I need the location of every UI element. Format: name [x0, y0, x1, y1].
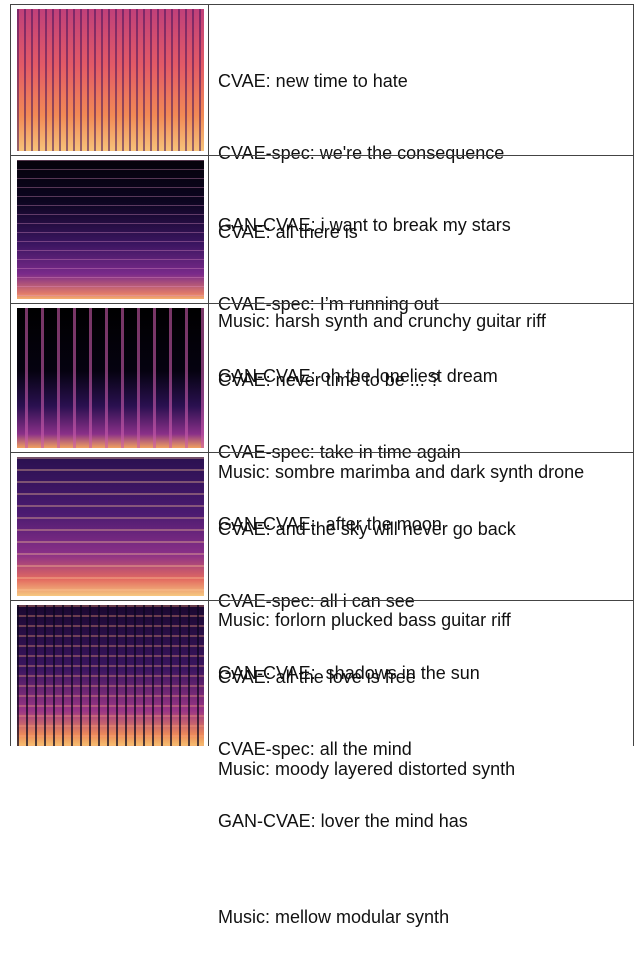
table-row: CVAE: and the sky will never go back CVA…: [10, 452, 634, 779]
image-cell: [11, 453, 209, 600]
lyric-line: CVAE-spec: I’m running out: [218, 294, 439, 314]
table-row: CVAE: all there is CVAE-spec: I’m runnin…: [10, 155, 634, 482]
lyric-line: CVAE: all the love is free: [218, 667, 416, 687]
lyric-line: GAN-CVAE: oh the loneliest dream: [218, 366, 498, 386]
music-line: Music: harsh synth and crunchy guitar ri…: [218, 311, 546, 331]
spectrogram: [17, 308, 204, 448]
music-line: Music: mellow modular synth: [218, 907, 450, 927]
text-cell: CVAE: all the love is free CVAE-spec: al…: [218, 617, 468, 977]
lyric-line: CVAE-spec: we're the consequence: [218, 143, 505, 163]
spectrogram: [17, 457, 204, 596]
table-row: CVAE: never time to be ... ? CVAE-spec: …: [10, 303, 634, 630]
lyric-line: CVAE-spec: all i can see: [218, 591, 415, 611]
lyric-line: CVAE-spec: all the mind: [218, 739, 412, 759]
lyric-line: GAN-CVAE: i want to break my stars: [218, 215, 511, 235]
spectrogram: [17, 160, 204, 299]
lyric-line: CVAE: and the sky will never go back: [218, 519, 516, 539]
music-line: Music: sombre marimba and dark synth dro…: [218, 462, 585, 482]
lyric-line: GAN-CVAE: after the moon: [218, 514, 442, 534]
lyric-line: CVAE: never time to be ... ?: [218, 370, 440, 390]
lyric-line: CVAE: all there is: [218, 222, 358, 242]
table-row: CVAE: all the love is free CVAE-spec: al…: [10, 600, 634, 927]
image-cell: [11, 156, 209, 303]
image-cell: [11, 5, 209, 155]
spectrogram: [17, 605, 204, 746]
lyric-line: GAN-CVAE: lover the mind has: [218, 811, 468, 831]
spectrogram: [17, 9, 204, 151]
lyric-line: CVAE: new time to hate: [218, 71, 408, 91]
page: CVAE: new time to hate CVAE-spec: we're …: [10, 4, 634, 927]
image-cell: [11, 304, 209, 452]
music-line: Music: forlorn plucked bass guitar riff: [218, 610, 511, 630]
image-cell: [11, 601, 209, 746]
text-cell: CVAE: new time to hate CVAE-spec: we're …: [218, 21, 546, 381]
table-row: CVAE: new time to hate CVAE-spec: we're …: [10, 4, 634, 331]
text-cell: CVAE: all there is CVAE-spec: I’m runnin…: [218, 172, 584, 532]
lyric-line: GAN-CVAE: shadows in the sun: [218, 663, 480, 683]
